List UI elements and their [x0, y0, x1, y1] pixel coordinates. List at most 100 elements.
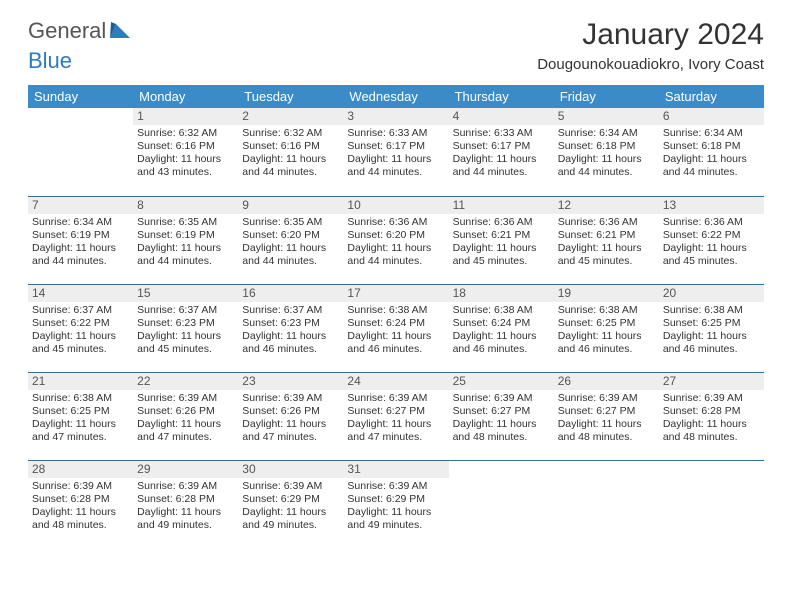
daylight-text: Daylight: 11 hours and 45 minutes.: [558, 242, 655, 268]
sunset-text: Sunset: 6:24 PM: [347, 317, 444, 330]
day-number: 3: [343, 108, 448, 125]
sunrise-text: Sunrise: 6:34 AM: [32, 216, 129, 229]
daylight-text: Daylight: 11 hours and 46 minutes.: [453, 330, 550, 356]
daylight-text: Daylight: 11 hours and 44 minutes.: [242, 242, 339, 268]
weekday-header-row: Sunday Monday Tuesday Wednesday Thursday…: [28, 85, 764, 108]
calendar-day-cell: [28, 108, 133, 196]
calendar-day-cell: 26Sunrise: 6:39 AMSunset: 6:27 PMDayligh…: [554, 372, 659, 460]
sunset-text: Sunset: 6:29 PM: [347, 493, 444, 506]
daylight-text: Daylight: 11 hours and 45 minutes.: [453, 242, 550, 268]
day-number: 31: [343, 461, 448, 478]
day-number: 20: [659, 285, 764, 302]
header: General January 2024 Dougounokouadiokro,…: [0, 0, 792, 77]
daylight-text: Daylight: 11 hours and 49 minutes.: [137, 506, 234, 532]
calendar-week-row: 1Sunrise: 6:32 AMSunset: 6:16 PMDaylight…: [28, 108, 764, 196]
sunrise-text: Sunrise: 6:38 AM: [558, 304, 655, 317]
sunset-text: Sunset: 6:28 PM: [663, 405, 760, 418]
calendar-day-cell: 28Sunrise: 6:39 AMSunset: 6:28 PMDayligh…: [28, 460, 133, 548]
calendar-day-cell: 24Sunrise: 6:39 AMSunset: 6:27 PMDayligh…: [343, 372, 448, 460]
sunrise-text: Sunrise: 6:39 AM: [242, 480, 339, 493]
sunset-text: Sunset: 6:23 PM: [137, 317, 234, 330]
sunrise-text: Sunrise: 6:39 AM: [32, 480, 129, 493]
daylight-text: Daylight: 11 hours and 48 minutes.: [663, 418, 760, 444]
daylight-text: Daylight: 11 hours and 47 minutes.: [32, 418, 129, 444]
sunset-text: Sunset: 6:27 PM: [347, 405, 444, 418]
sunrise-text: Sunrise: 6:36 AM: [663, 216, 760, 229]
calendar-day-cell: [554, 460, 659, 548]
title-block: January 2024 Dougounokouadiokro, Ivory C…: [537, 18, 764, 73]
calendar-day-cell: 15Sunrise: 6:37 AMSunset: 6:23 PMDayligh…: [133, 284, 238, 372]
daylight-text: Daylight: 11 hours and 44 minutes.: [137, 242, 234, 268]
sunset-text: Sunset: 6:24 PM: [453, 317, 550, 330]
sunset-text: Sunset: 6:23 PM: [242, 317, 339, 330]
calendar-day-cell: 17Sunrise: 6:38 AMSunset: 6:24 PMDayligh…: [343, 284, 448, 372]
calendar-day-cell: 30Sunrise: 6:39 AMSunset: 6:29 PMDayligh…: [238, 460, 343, 548]
day-number: 9: [238, 197, 343, 214]
calendar-day-cell: 16Sunrise: 6:37 AMSunset: 6:23 PMDayligh…: [238, 284, 343, 372]
month-title: January 2024: [537, 18, 764, 52]
sunset-text: Sunset: 6:27 PM: [558, 405, 655, 418]
sunrise-text: Sunrise: 6:33 AM: [453, 127, 550, 140]
calendar-day-cell: 13Sunrise: 6:36 AMSunset: 6:22 PMDayligh…: [659, 196, 764, 284]
weekday-header: Tuesday: [238, 85, 343, 108]
calendar-day-cell: 20Sunrise: 6:38 AMSunset: 6:25 PMDayligh…: [659, 284, 764, 372]
calendar-day-cell: 31Sunrise: 6:39 AMSunset: 6:29 PMDayligh…: [343, 460, 448, 548]
calendar-day-cell: 6Sunrise: 6:34 AMSunset: 6:18 PMDaylight…: [659, 108, 764, 196]
sunset-text: Sunset: 6:19 PM: [32, 229, 129, 242]
day-number: 22: [133, 373, 238, 390]
day-number: 2: [238, 108, 343, 125]
daylight-text: Daylight: 11 hours and 46 minutes.: [558, 330, 655, 356]
calendar-day-cell: 22Sunrise: 6:39 AMSunset: 6:26 PMDayligh…: [133, 372, 238, 460]
calendar-day-cell: 3Sunrise: 6:33 AMSunset: 6:17 PMDaylight…: [343, 108, 448, 196]
day-number: 14: [28, 285, 133, 302]
calendar-table: Sunday Monday Tuesday Wednesday Thursday…: [28, 85, 764, 548]
sunset-text: Sunset: 6:25 PM: [663, 317, 760, 330]
sunrise-text: Sunrise: 6:32 AM: [137, 127, 234, 140]
calendar-day-cell: 8Sunrise: 6:35 AMSunset: 6:19 PMDaylight…: [133, 196, 238, 284]
sunset-text: Sunset: 6:29 PM: [242, 493, 339, 506]
sunset-text: Sunset: 6:20 PM: [347, 229, 444, 242]
sunset-text: Sunset: 6:18 PM: [663, 140, 760, 153]
day-number: 13: [659, 197, 764, 214]
sunrise-text: Sunrise: 6:32 AM: [242, 127, 339, 140]
daylight-text: Daylight: 11 hours and 44 minutes.: [663, 153, 760, 179]
sunset-text: Sunset: 6:26 PM: [242, 405, 339, 418]
weekday-header: Friday: [554, 85, 659, 108]
sunrise-text: Sunrise: 6:37 AM: [242, 304, 339, 317]
sunset-text: Sunset: 6:21 PM: [453, 229, 550, 242]
sunrise-text: Sunrise: 6:36 AM: [453, 216, 550, 229]
sunset-text: Sunset: 6:25 PM: [32, 405, 129, 418]
day-number: 15: [133, 285, 238, 302]
sunset-text: Sunset: 6:27 PM: [453, 405, 550, 418]
sunrise-text: Sunrise: 6:36 AM: [347, 216, 444, 229]
sunset-text: Sunset: 6:22 PM: [663, 229, 760, 242]
sunrise-text: Sunrise: 6:39 AM: [663, 392, 760, 405]
daylight-text: Daylight: 11 hours and 44 minutes.: [453, 153, 550, 179]
daylight-text: Daylight: 11 hours and 44 minutes.: [32, 242, 129, 268]
sunrise-text: Sunrise: 6:38 AM: [663, 304, 760, 317]
day-number: 6: [659, 108, 764, 125]
sunset-text: Sunset: 6:18 PM: [558, 140, 655, 153]
calendar-day-cell: [659, 460, 764, 548]
daylight-text: Daylight: 11 hours and 44 minutes.: [558, 153, 655, 179]
daylight-text: Daylight: 11 hours and 48 minutes.: [32, 506, 129, 532]
calendar-week-row: 21Sunrise: 6:38 AMSunset: 6:25 PMDayligh…: [28, 372, 764, 460]
calendar-week-row: 14Sunrise: 6:37 AMSunset: 6:22 PMDayligh…: [28, 284, 764, 372]
daylight-text: Daylight: 11 hours and 49 minutes.: [347, 506, 444, 532]
daylight-text: Daylight: 11 hours and 44 minutes.: [242, 153, 339, 179]
day-number: [449, 461, 554, 478]
day-number: 16: [238, 285, 343, 302]
sunset-text: Sunset: 6:19 PM: [137, 229, 234, 242]
daylight-text: Daylight: 11 hours and 44 minutes.: [347, 153, 444, 179]
day-number: 5: [554, 108, 659, 125]
calendar-day-cell: 7Sunrise: 6:34 AMSunset: 6:19 PMDaylight…: [28, 196, 133, 284]
calendar-day-cell: 9Sunrise: 6:35 AMSunset: 6:20 PMDaylight…: [238, 196, 343, 284]
day-number: 1: [133, 108, 238, 125]
calendar-day-cell: 18Sunrise: 6:38 AMSunset: 6:24 PMDayligh…: [449, 284, 554, 372]
sunrise-text: Sunrise: 6:37 AM: [32, 304, 129, 317]
day-number: 21: [28, 373, 133, 390]
day-number: 26: [554, 373, 659, 390]
daylight-text: Daylight: 11 hours and 47 minutes.: [242, 418, 339, 444]
calendar-day-cell: 11Sunrise: 6:36 AMSunset: 6:21 PMDayligh…: [449, 196, 554, 284]
calendar-day-cell: 1Sunrise: 6:32 AMSunset: 6:16 PMDaylight…: [133, 108, 238, 196]
